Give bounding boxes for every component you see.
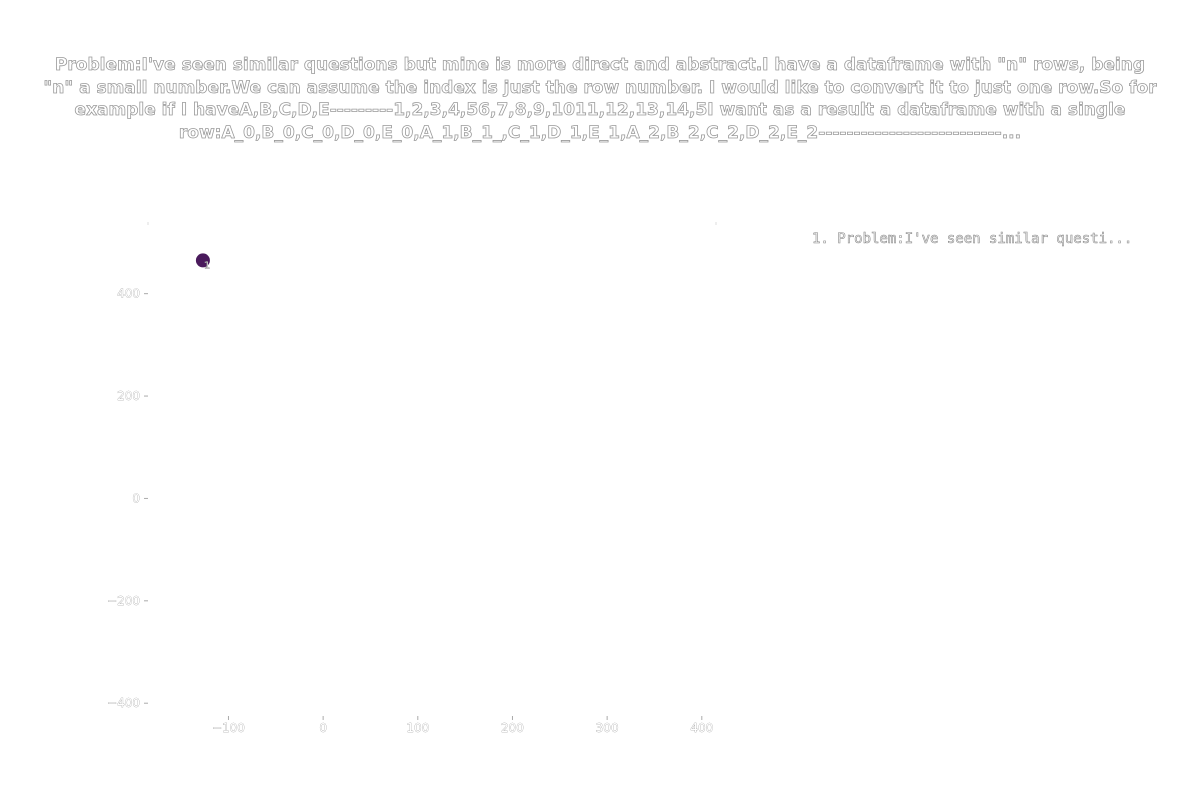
data-point: [195, 253, 210, 268]
y-tick-label: 400: [117, 287, 140, 301]
chart-title: Problem:I've seen similar questions but …: [43, 55, 1157, 143]
y-tick-label: 200: [117, 389, 140, 403]
data-point-label: 1: [204, 260, 210, 271]
y-tick-label: −400: [107, 696, 140, 710]
x-tick-label: 100: [406, 721, 429, 735]
x-tick-label: −100: [212, 721, 245, 735]
x-tick-label: 300: [596, 721, 619, 735]
y-tick-label: −200: [107, 594, 140, 608]
x-tick-label: 200: [501, 721, 524, 735]
x-tick-label: 400: [690, 721, 713, 735]
x-tick-label: 0: [319, 721, 327, 735]
y-tick-label: 0: [132, 491, 140, 505]
